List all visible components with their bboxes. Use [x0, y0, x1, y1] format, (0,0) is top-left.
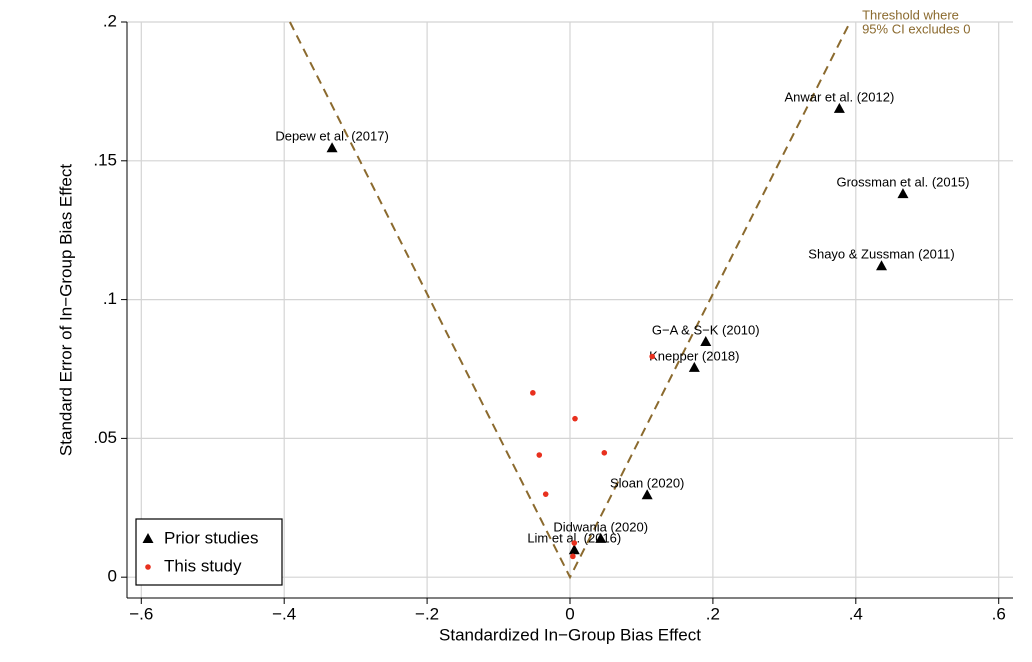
- legend-box: [135, 518, 283, 586]
- dot-marker: [542, 491, 549, 497]
- y-tick-label: .05: [93, 428, 117, 447]
- y-axis-title: Standard Error of In−Group Bias Effect: [56, 164, 75, 456]
- x-tick-label: 0: [565, 604, 574, 623]
- threshold-label: Threshold where: [862, 7, 959, 22]
- triangle-marker: [897, 188, 909, 199]
- point-label: Shayo & Zussman (2011): [808, 247, 954, 262]
- x-tick-label: −.4: [272, 604, 296, 623]
- legend-label: Prior studies: [164, 528, 258, 547]
- point-label: Sloan (2020): [610, 476, 684, 491]
- point-label: Grossman et al. (2015): [836, 175, 969, 190]
- dot-marker: [572, 415, 578, 422]
- triangle-marker: [833, 102, 845, 113]
- point-label: Lim et al. (2016): [527, 531, 621, 546]
- dot-marker: [649, 353, 655, 360]
- triangle-marker: [700, 336, 712, 347]
- x-tick-label: .4: [849, 604, 863, 623]
- dot-marker: [570, 553, 576, 560]
- dot-marker: [145, 564, 151, 570]
- y-tick-label: .2: [103, 11, 117, 30]
- point-label: Didwania (2020): [553, 519, 648, 534]
- y-tick-label: .1: [103, 289, 117, 308]
- x-tick-label: −.2: [415, 604, 439, 623]
- x-tick-label: −.6: [129, 604, 153, 623]
- triangle-marker: [876, 260, 888, 271]
- point-label: G−A & S−K (2010): [652, 322, 760, 337]
- triangle-marker: [142, 533, 154, 543]
- legend-label: This study: [164, 556, 242, 575]
- threshold-label: 95% CI excludes 0: [862, 21, 970, 36]
- x-tick-label: .6: [992, 604, 1006, 623]
- threshold-line: [289, 21, 851, 580]
- point-label: Knepper (2018): [649, 348, 739, 363]
- triangle-marker: [595, 532, 607, 543]
- y-tick-label: .15: [93, 150, 117, 169]
- dot-marker: [530, 390, 536, 396]
- dot-marker: [536, 452, 543, 458]
- y-tick-label: 0: [108, 567, 117, 586]
- legend: Prior studies This study: [135, 518, 283, 586]
- triangle-marker: [568, 544, 580, 555]
- triangle-marker: [688, 361, 700, 372]
- dot-marker: [571, 540, 578, 546]
- triangle-marker: [641, 489, 653, 500]
- x-tick-label: .2: [706, 604, 720, 623]
- point-label: Depew et al. (2017): [275, 129, 388, 144]
- dot-marker: [601, 450, 608, 456]
- x-axis-title: Standardized In−Group Bias Effect: [439, 625, 701, 644]
- point-label: Anwar et al. (2012): [784, 89, 894, 104]
- triangle-marker: [326, 142, 338, 153]
